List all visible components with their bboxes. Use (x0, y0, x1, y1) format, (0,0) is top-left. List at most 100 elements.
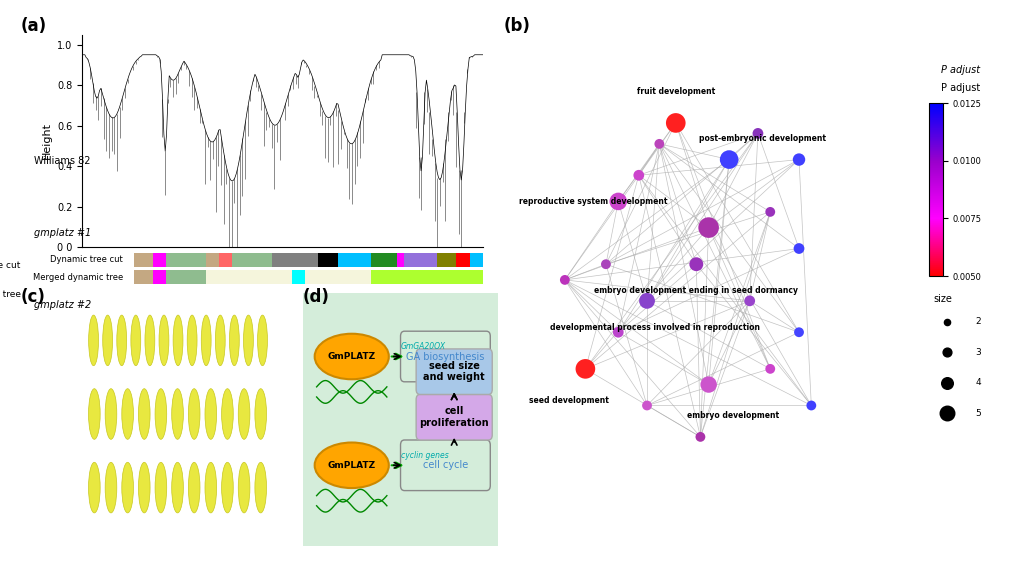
Bar (444, 253, 450, 267)
Point (762, 207, 778, 216)
Text: GmPLATZ: GmPLATZ (328, 461, 376, 470)
Bar (226, 270, 232, 284)
Ellipse shape (229, 315, 239, 366)
Bar (351, 270, 357, 284)
Ellipse shape (130, 315, 141, 366)
Text: embryo development: embryo development (687, 412, 779, 420)
Bar (410, 253, 417, 267)
Text: seed size
and weight: seed size and weight (423, 361, 485, 382)
Ellipse shape (174, 315, 183, 366)
Bar (477, 253, 483, 267)
Ellipse shape (216, 315, 225, 366)
Ellipse shape (103, 315, 113, 366)
Bar (397, 253, 404, 267)
Text: gmplatz #2: gmplatz #2 (34, 300, 91, 310)
Bar (430, 253, 436, 267)
Bar (186, 270, 193, 284)
Text: cyclin genes: cyclin genes (401, 451, 448, 460)
Bar (252, 270, 259, 284)
Ellipse shape (222, 462, 233, 513)
Bar (305, 270, 311, 284)
Ellipse shape (122, 389, 134, 439)
Ellipse shape (172, 462, 184, 513)
Point (750, 129, 766, 138)
Text: cell
proliferation: cell proliferation (419, 407, 489, 428)
Bar (331, 270, 338, 284)
Bar (357, 253, 365, 267)
Bar (180, 253, 186, 267)
Text: Dynamic tree cut: Dynamic tree cut (0, 262, 21, 270)
Bar (450, 270, 456, 284)
Bar (463, 253, 469, 267)
Bar (219, 270, 226, 284)
Ellipse shape (139, 462, 150, 513)
Bar (305, 253, 311, 267)
Ellipse shape (159, 315, 168, 366)
Ellipse shape (172, 389, 184, 439)
Bar (469, 270, 477, 284)
Text: P adjust: P adjust (941, 65, 980, 75)
Text: size: size (934, 294, 952, 304)
Bar (338, 253, 344, 267)
Ellipse shape (238, 389, 250, 439)
Text: GA biosynthesis: GA biosynthesis (407, 351, 485, 362)
Bar (199, 253, 206, 267)
Bar (456, 270, 463, 284)
Bar (160, 253, 166, 267)
Point (598, 259, 614, 269)
Point (762, 365, 778, 374)
Point (668, 118, 684, 128)
FancyBboxPatch shape (416, 349, 492, 394)
Bar (390, 253, 397, 267)
Bar (173, 270, 180, 284)
Ellipse shape (105, 389, 117, 439)
Bar (311, 270, 318, 284)
Bar (245, 270, 252, 284)
Bar (173, 253, 180, 267)
Ellipse shape (258, 315, 267, 366)
Bar (160, 270, 166, 284)
Bar (206, 270, 213, 284)
Bar (166, 270, 173, 284)
Ellipse shape (155, 389, 166, 439)
Point (577, 365, 594, 374)
FancyBboxPatch shape (295, 286, 506, 557)
Ellipse shape (222, 389, 233, 439)
Bar (423, 270, 430, 284)
Ellipse shape (314, 334, 389, 380)
Bar (166, 253, 173, 267)
Bar (456, 253, 463, 267)
Point (940, 348, 956, 357)
Ellipse shape (205, 389, 217, 439)
Ellipse shape (243, 315, 254, 366)
Point (651, 139, 668, 148)
Bar (140, 253, 147, 267)
Bar (377, 253, 384, 267)
Ellipse shape (88, 462, 101, 513)
Ellipse shape (188, 462, 200, 513)
Bar (292, 270, 298, 284)
Text: Williams 82: Williams 82 (34, 156, 90, 166)
Bar (147, 253, 153, 267)
Text: post-embryonic development: post-embryonic development (698, 134, 826, 143)
Bar (423, 253, 430, 267)
Text: cell cycle: cell cycle (423, 461, 468, 470)
Ellipse shape (145, 315, 155, 366)
Bar (384, 270, 390, 284)
Point (803, 401, 820, 410)
Bar (444, 270, 450, 284)
Bar (404, 253, 410, 267)
Text: seed development: seed development (529, 396, 609, 405)
Bar (351, 253, 357, 267)
Bar (463, 270, 469, 284)
Point (940, 378, 956, 388)
Point (700, 380, 717, 389)
Bar (272, 253, 278, 267)
Text: gmplatz #1: gmplatz #1 (34, 228, 91, 238)
Text: GmPLATZ: GmPLATZ (328, 352, 376, 361)
Bar (193, 270, 199, 284)
Bar (404, 270, 410, 284)
Ellipse shape (314, 443, 389, 488)
Ellipse shape (201, 315, 212, 366)
Bar (417, 270, 423, 284)
